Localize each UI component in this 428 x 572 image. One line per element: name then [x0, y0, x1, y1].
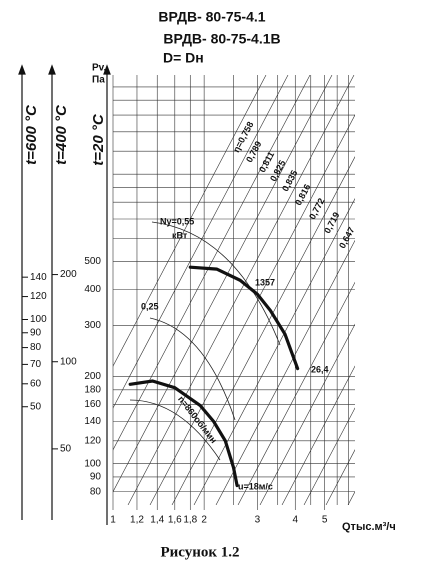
y-tick-label: 400	[84, 284, 101, 295]
x-tick-label: 1,8	[183, 515, 197, 526]
temp-tick-label: 50	[60, 444, 72, 455]
efficiency-label: 0,816	[293, 182, 312, 207]
x-tick-label: 1,4	[150, 515, 164, 526]
temp-tick-label: 80	[30, 342, 42, 353]
y-tick-label: 160	[84, 399, 101, 410]
efficiency-label: 0,835	[280, 168, 299, 193]
temp-tick-label: 200	[60, 269, 77, 280]
title-line: D= Dн	[163, 50, 204, 66]
temp-tick-label: 90	[30, 327, 42, 338]
system-line	[259, 323, 355, 505]
system-line	[281, 365, 355, 505]
x-tick-label: 1,6	[168, 515, 182, 526]
x-tick-label: 3	[255, 515, 261, 526]
system-line	[171, 156, 355, 505]
y-label: Pv,	[92, 63, 106, 74]
y-tick-label: 180	[84, 384, 101, 395]
temp-tick-label: 60	[30, 378, 42, 389]
system-line	[113, 75, 289, 409]
grid	[112, 75, 355, 510]
temp-tick-label: 70	[30, 359, 42, 370]
temp-tick-label: 140	[30, 272, 47, 283]
annotation: 0,25	[141, 301, 159, 311]
system-line	[113, 75, 267, 367]
system-line	[127, 75, 355, 505]
axis-lines	[18, 64, 111, 525]
annotation: кВт	[172, 230, 188, 240]
system-line	[414, 75, 428, 505]
system-line	[392, 75, 428, 505]
system-lines	[113, 75, 428, 505]
x-tick-label: 1,2	[130, 515, 144, 526]
efficiency-label: 0,789	[244, 139, 263, 164]
annotation: Ny=0,55	[160, 216, 194, 226]
y-tick-label: 90	[90, 472, 102, 483]
y-tick-label: 300	[84, 320, 101, 331]
caption: Рисунок 1.2	[160, 544, 239, 560]
temp-tick-label: 100	[30, 314, 47, 325]
y-tick-label: 120	[84, 435, 101, 446]
x-tick-label: 1	[110, 515, 116, 526]
x-tick-label: 2	[201, 515, 207, 526]
title-line: ВРДВ- 80-75-4.1В	[163, 31, 280, 47]
system-line	[113, 75, 333, 493]
x-label: Qтыс.м³/ч	[342, 521, 396, 533]
system-line	[303, 407, 355, 505]
system-line	[237, 281, 355, 505]
system-line	[215, 239, 355, 505]
efficiency-label: 0,647	[337, 225, 356, 250]
temp-tick-label: 50	[30, 401, 42, 412]
axis-title: t=20 °C	[90, 113, 107, 166]
system-line	[370, 75, 428, 505]
system-line	[149, 114, 355, 505]
y-tick-label: 100	[84, 458, 101, 469]
annotation: 26,4	[311, 364, 329, 374]
y-tick-label: 200	[84, 371, 101, 382]
x-tick-label: 4	[292, 515, 298, 526]
power-curves	[129, 221, 281, 461]
y-tick-label: 80	[90, 486, 102, 497]
fan-curve	[128, 379, 239, 488]
y-tick-label: 140	[84, 416, 101, 427]
axis-title: t=600 °C	[23, 104, 40, 165]
system-line	[347, 491, 355, 505]
system-line	[193, 198, 355, 505]
fan-curve	[188, 265, 300, 371]
title-line: ВРДВ- 80-75-4.1	[158, 9, 265, 25]
system-line	[113, 75, 311, 451]
y-label: Па	[92, 75, 105, 86]
temp-tick-label: 100	[60, 356, 77, 367]
x-tick-label: 5	[322, 515, 328, 526]
axis-title: t=400 °C	[53, 104, 70, 165]
y-tick-label: 500	[84, 256, 101, 267]
temp-tick-label: 120	[30, 291, 47, 302]
annotation: u=18м/с	[238, 481, 273, 491]
annotation: 1357	[255, 277, 275, 287]
